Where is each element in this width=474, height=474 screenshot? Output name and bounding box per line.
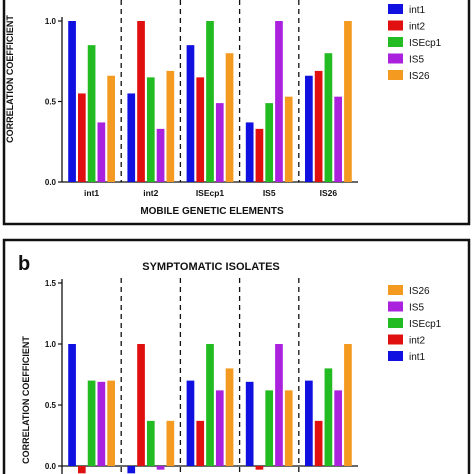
panel-b-label: b <box>18 253 30 275</box>
legend-swatch-ISEcp1 <box>388 318 403 328</box>
x-tick-label: IS26 <box>320 188 338 198</box>
bar-IS26-ISEcp1 <box>225 368 234 466</box>
bar-ISEcp1-IS5 <box>265 103 274 182</box>
bar-int2-IS5 <box>255 128 264 182</box>
legend-label-IS5: IS5 <box>409 55 424 66</box>
bar-int2-ISEcp1 <box>196 77 205 182</box>
legend-label-int1: int1 <box>409 5 426 16</box>
legend-swatch-int1 <box>388 351 403 361</box>
legend-swatch-IS5 <box>388 301 403 312</box>
bar-ISEcp1-int1 <box>87 380 96 466</box>
legend-label-ISEcp1: ISEcp1 <box>409 38 442 49</box>
bar-int2-IS26 <box>314 420 323 466</box>
bar-int2-ISEcp1 <box>196 420 205 466</box>
bar-IS5-int1 <box>97 122 106 182</box>
bar-int1-int1 <box>68 21 76 182</box>
bar-int1-IS5 <box>245 381 254 466</box>
y-tick-label: 1.5 <box>45 279 57 288</box>
legend-label-int2: int2 <box>409 22 426 33</box>
bar-ISEcp1-int2 <box>146 77 155 182</box>
y-tick-label: 0.5 <box>45 98 57 107</box>
legend-label-IS26: IS26 <box>409 71 430 82</box>
bar-IS26-IS26 <box>344 344 352 466</box>
bar-int1-int2 <box>127 93 136 182</box>
panel-a-chart: CORRELATION COEFFICIENT MOBILE GENETIC E… <box>5 0 442 217</box>
bar-IS5-IS5 <box>275 21 283 182</box>
panel-a-ylabel: CORRELATION COEFFICIENT <box>5 15 15 143</box>
bar-IS5-IS5 <box>275 344 283 466</box>
bar-ISEcp1-IS26 <box>324 53 333 183</box>
bar-IS26-int1 <box>107 380 115 466</box>
legend-swatch-int2 <box>388 20 403 31</box>
bar-int1-ISEcp1 <box>186 45 195 183</box>
bar-IS26-int2 <box>166 420 175 466</box>
legend-label-int1: int1 <box>409 352 426 363</box>
bar-int1-int2 <box>127 466 136 474</box>
y-tick-label: 0.5 <box>45 401 57 410</box>
panel-a-xlabel: MOBILE GENETIC ELEMENTS <box>140 206 284 217</box>
bar-IS5-int2 <box>156 466 165 470</box>
bar-IS26-ISEcp1 <box>225 53 234 183</box>
x-tick-label: int2 <box>143 188 158 198</box>
bar-IS26-IS5 <box>284 96 293 182</box>
legend-swatch-int1 <box>388 4 403 14</box>
bar-ISEcp1-IS5 <box>265 390 274 466</box>
y-tick-label: 0.0 <box>45 178 57 187</box>
panel-b-ylabel: CORRELATION COEFFICIENT <box>21 336 31 464</box>
x-tick-label: int1 <box>84 188 99 198</box>
bar-ISEcp1-int2 <box>146 420 155 466</box>
bar-IS26-int1 <box>107 75 115 182</box>
legend-swatch-int2 <box>388 334 403 345</box>
panel-b-chart: b SYMPTOMATIC ISOLATES CORRELATION COEFF… <box>18 253 442 474</box>
bar-IS5-ISEcp1 <box>215 103 224 182</box>
bar-int1-ISEcp1 <box>186 380 195 466</box>
bar-int1-IS5 <box>245 122 254 182</box>
bar-int2-int1 <box>77 93 86 182</box>
bar-IS26-IS5 <box>284 390 293 466</box>
bar-int2-int2 <box>137 344 145 466</box>
bar-int1-int1 <box>68 344 76 466</box>
bar-int2-IS5 <box>255 466 264 470</box>
legend-label-ISEcp1: ISEcp1 <box>409 319 442 330</box>
legend-swatch-IS26 <box>388 285 403 295</box>
legend-swatch-IS26 <box>388 70 403 80</box>
legend-swatch-IS5 <box>388 53 403 64</box>
x-tick-label: IS5 <box>263 188 276 198</box>
bar-ISEcp1-ISEcp1 <box>206 344 214 466</box>
bar-int2-int2 <box>137 21 145 182</box>
bar-IS5-ISEcp1 <box>215 390 224 466</box>
bar-ISEcp1-ISEcp1 <box>206 21 214 182</box>
bar-int2-IS26 <box>314 70 323 182</box>
y-tick-label: 0.0 <box>45 462 57 471</box>
bar-ISEcp1-IS26 <box>324 368 333 466</box>
bar-IS26-int2 <box>166 70 175 182</box>
bar-IS5-int1 <box>97 381 106 466</box>
bar-int1-IS26 <box>305 75 313 182</box>
panel-a-legend: int1 int2 ISEcp1 IS5 IS26 <box>388 4 442 82</box>
panel-a-frame <box>2 0 471 226</box>
bar-int1-IS26 <box>305 380 313 466</box>
legend-label-IS5: IS5 <box>409 303 424 314</box>
bar-IS26-IS26 <box>344 21 352 182</box>
legend-label-IS26: IS26 <box>409 286 430 297</box>
bar-IS5-IS26 <box>334 96 343 182</box>
legend-label-int2: int2 <box>409 336 426 347</box>
legend-swatch-ISEcp1 <box>388 37 403 47</box>
bar-IS5-int2 <box>156 128 165 182</box>
x-tick-label: ISEcp1 <box>196 188 225 198</box>
panel-b-frame <box>2 238 471 474</box>
bar-int2-int1 <box>77 466 86 474</box>
bar-IS5-IS26 <box>334 390 343 466</box>
panel-b-legend: IS26 IS5 ISEcp1 int2 int1 <box>388 285 442 363</box>
y-tick-label: 1.0 <box>45 17 57 26</box>
bar-ISEcp1-int1 <box>87 45 96 183</box>
panel-b-title: SYMPTOMATIC ISOLATES <box>142 261 280 273</box>
y-tick-label: 1.0 <box>45 340 57 349</box>
